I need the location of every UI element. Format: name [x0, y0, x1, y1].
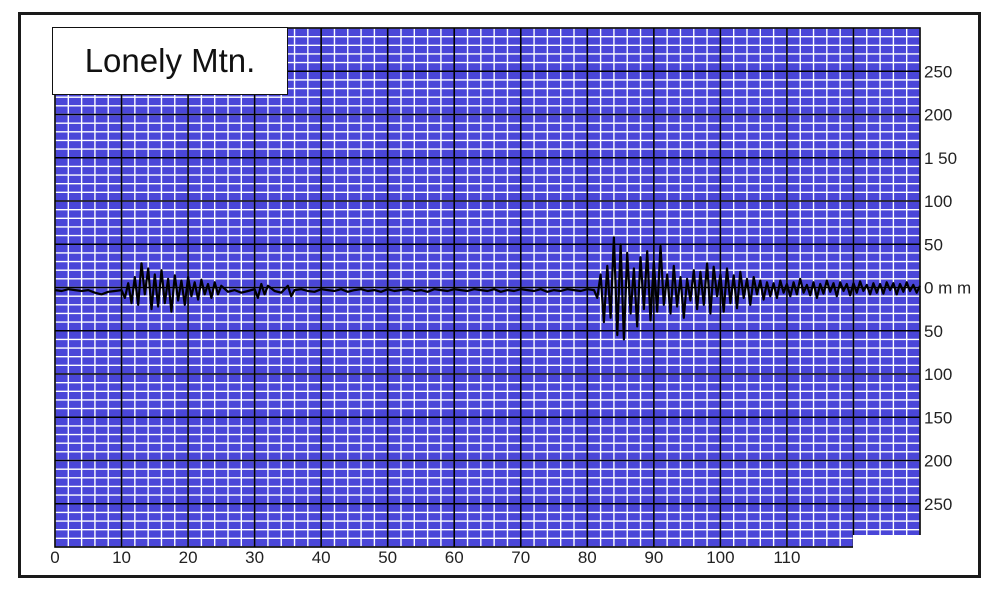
x-tick-label: 80 [578, 548, 597, 567]
x-tick-label: 100 [706, 548, 734, 567]
y-tick-label: 200 [924, 106, 952, 125]
trace-layer [54, 236, 921, 341]
corner-blank [853, 535, 921, 548]
y-tick-label: 100 [924, 365, 952, 384]
major-gridlines [54, 27, 921, 548]
y-tick-label: 200 [924, 452, 952, 471]
x-tick-label: 20 [179, 548, 198, 567]
x-tick-label: 30 [245, 548, 264, 567]
y-tick-label: 250 [924, 62, 952, 81]
y-tick-label: 50 [924, 235, 943, 254]
y-tick-label: 1 50 [924, 149, 957, 168]
y-tick-label: 100 [924, 192, 952, 211]
x-tick-label: 40 [312, 548, 331, 567]
x-tick-label: 50 [378, 548, 397, 567]
y-tick-label: 150 [924, 408, 952, 427]
chart-title: Lonely Mtn. [52, 27, 288, 95]
x-axis-ticks: 0 10 20 30 40 50 60 70 80 90 100 110 [50, 548, 800, 567]
y-tick-label: 250 [924, 495, 952, 514]
x-tick-label: 70 [511, 548, 530, 567]
y-tick-label: 0 m m [924, 279, 971, 298]
seismic-trace [54, 236, 921, 341]
x-tick-label: 90 [644, 548, 663, 567]
x-tick-label: 110 [773, 548, 800, 567]
x-tick-label: 60 [445, 548, 464, 567]
y-tick-label: 50 [924, 322, 943, 341]
x-tick-label: 0 [50, 548, 59, 567]
x-tick-label: 10 [112, 548, 131, 567]
